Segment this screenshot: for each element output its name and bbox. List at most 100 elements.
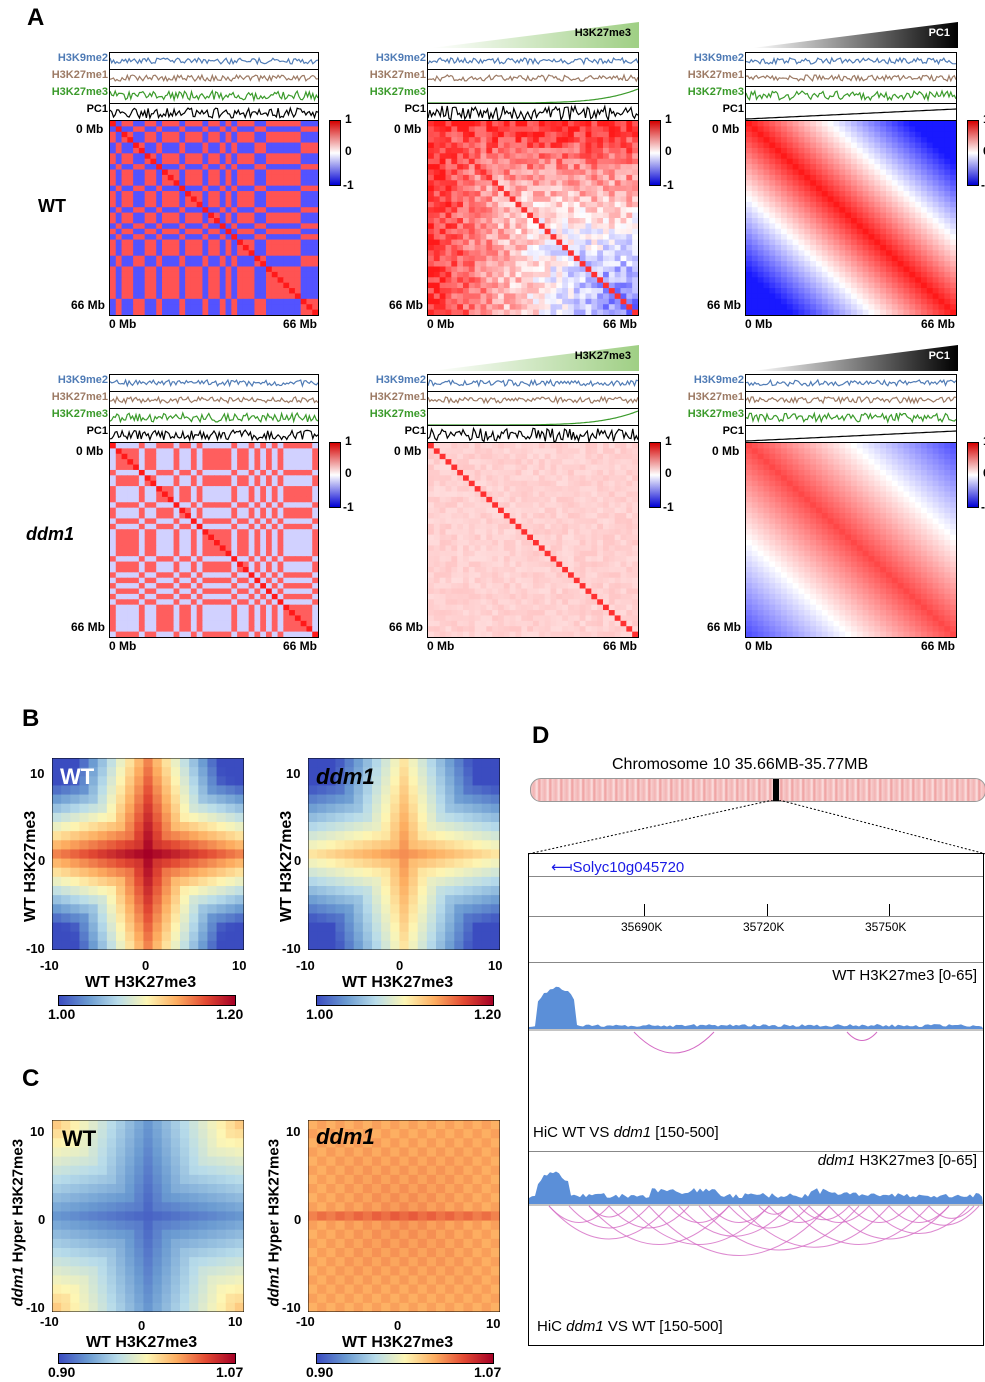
tick: -10 [282,1300,301,1315]
cbar-mid: 0 [665,466,672,480]
track-h3k27me3 [109,86,319,104]
panel-a-label: A [27,4,45,31]
hic-heatmap [109,120,319,316]
panel-d-label: D [532,722,550,749]
panel-c-ddm1-ylabel: ddm1 Hyper H3K27me3 [265,1138,283,1307]
axis-end-x: 66 Mb [283,317,318,331]
track-label-pc1: PC1 [404,425,426,437]
chromosome-region-marker [773,779,779,801]
track-label-h3k27me1: H3K27me1 [51,391,108,403]
track-h3k9me2 [745,374,957,392]
zoom-lines [528,800,985,855]
hic-heatmap [427,120,639,316]
h3k27me3-wedge-label-2: H3K27me3 [574,350,631,362]
colorbar-a [649,120,661,186]
track-label-h3k27me1: H3K27me1 [687,391,744,403]
tick: 10 [486,1316,501,1331]
panel-c-colorbar-ddm1 [316,1353,494,1364]
hic-ddm1-vs-wt-label: HiC ddm1 VS WT [150-500] [537,1318,723,1335]
panel-b-wt-xlabel: WT H3K27me3 [85,974,197,991]
track-h3k9me2 [109,374,319,392]
cbar-max: 1 [345,434,352,448]
row-label-wt: WT [38,196,66,216]
tick: -10 [282,941,301,956]
hic-heatmap [109,442,319,638]
axis-start-x: 0 Mb [109,639,137,653]
track-label-h3k9me2: H3K9me2 [375,374,426,386]
tick: 0 [394,1318,402,1333]
track-h3k27me3 [109,408,319,426]
chromosome-ideogram [530,778,985,802]
chromosome-label: Chromosome 10 35.66MB-35.77MB [612,756,869,773]
track-label-h3k9me2: H3K9me2 [693,52,744,64]
wt-track-label: WT H3K27me3 [0-65] [832,967,977,984]
colorbar-a [967,442,979,508]
cbar-mid: 0 [345,144,352,158]
tick: 0 [38,853,46,868]
track-h3k9me2 [427,374,639,392]
panel-b-colorbar-ddm1 [316,995,494,1006]
cbar-max: 1.20 [474,1006,502,1022]
cbar-max: 1 [345,112,352,126]
track-h3k27me1 [109,69,319,87]
track-h3k9me2 [427,52,639,70]
axis-end-x: 66 Mb [603,639,638,653]
colorbar-a [329,442,341,508]
track-label-pc1: PC1 [722,103,744,115]
cbar-min: 1.00 [306,1006,334,1022]
track-h3k27me3 [427,86,639,104]
axis-end-y: 66 Mb [389,620,424,634]
tick: 10 [228,1314,243,1329]
tick: 0 [396,958,404,973]
h3k27me3-wedge-label: H3K27me3 [574,27,631,39]
gene-label[interactable]: ⟻Solyc10g045720 [551,859,685,876]
cbar-min: -1 [343,500,354,514]
cbar-max: 1.07 [216,1364,244,1380]
track-pc1 [745,103,957,121]
axis-start-y: 0 Mb [394,122,422,136]
axis-end-x: 66 Mb [603,317,638,331]
axis-start-y: 0 Mb [76,444,104,458]
panel-c-wt-xlabel: WT H3K27me3 [86,1334,198,1351]
cbar-min: -1 [663,178,674,192]
axis-start-y: 0 Mb [394,444,422,458]
tick: 10 [30,1124,45,1139]
axis-start-x: 0 Mb [109,317,137,331]
panel-b-label: B [22,705,40,732]
track-h3k27me1 [745,391,957,409]
h3k27me3-wedge-2: H3K27me3 [431,345,639,371]
panel-c-wt-ylabel: ddm1 Hyper H3K27me3 [9,1138,27,1307]
axis-start-x: 0 Mb [745,639,773,653]
cbar-mid: 0 [665,144,672,158]
cbar-min: -1 [981,500,985,514]
axis-end-x: 66 Mb [921,639,956,653]
track-label-h3k27me1: H3K27me1 [369,391,426,403]
coord-label: 35720K [743,920,785,934]
axis-end-y: 66 Mb [707,298,742,312]
track-h3k27me1 [109,391,319,409]
track-label-h3k27me3: H3K27me3 [51,86,108,98]
track-label-pc1: PC1 [86,425,108,437]
cbar-min: -1 [343,178,354,192]
axis-start-y: 0 Mb [712,122,740,136]
axis-start-y: 0 Mb [76,122,104,136]
panel-b-ddm1-heatmap [308,758,500,950]
track-label-h3k27me1: H3K27me1 [369,69,426,81]
track-label-h3k9me2: H3K9me2 [57,374,108,386]
track-label-h3k27me3: H3K27me3 [687,86,744,98]
panel-b-wt-label: WT [60,764,95,789]
tick: 10 [286,766,301,781]
track-h3k27me1 [427,69,639,87]
track-h3k9me2 [745,52,957,70]
pc1-wedge-label-2: PC1 [928,350,950,362]
axis-end-y: 66 Mb [389,298,424,312]
track-label-h3k9me2: H3K9me2 [57,52,108,64]
track-label-pc1: PC1 [86,103,108,115]
axis-end-x: 66 Mb [283,639,318,653]
pc1-wedge: PC1 [752,22,958,48]
axis-start-x: 0 Mb [427,639,455,653]
colorbar-a [967,120,979,186]
track-pc1 [745,425,957,443]
tick: 0 [138,1318,146,1333]
track-h3k9me2 [109,52,319,70]
